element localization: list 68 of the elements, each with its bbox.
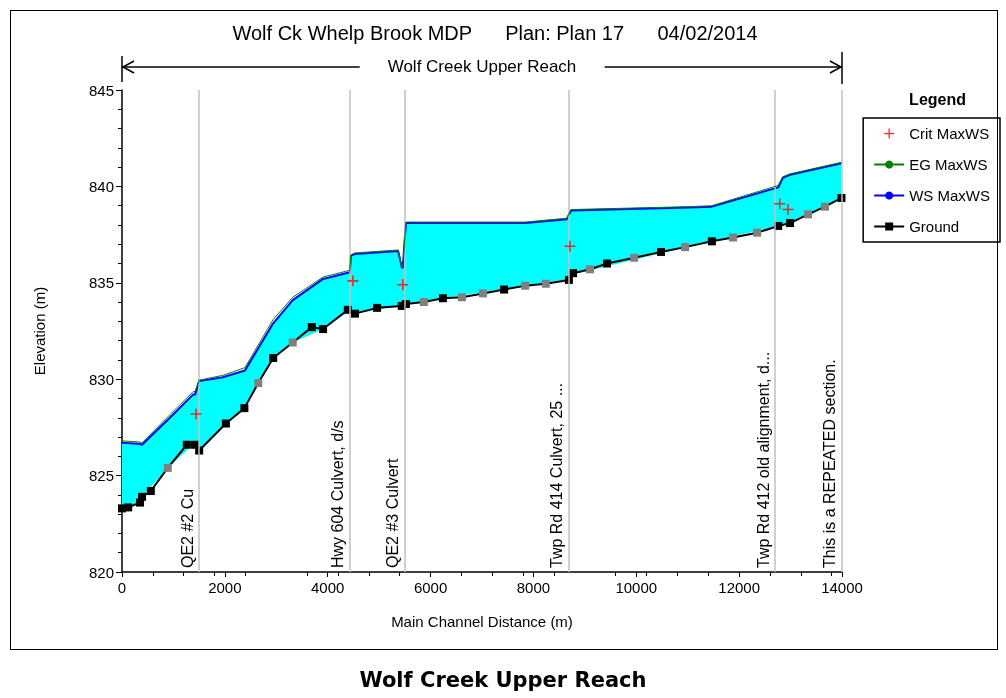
x-axis-title: Main Channel Distance (m) — [391, 613, 573, 630]
point — [350, 309, 359, 318]
point — [457, 293, 466, 302]
point — [786, 219, 795, 228]
point — [753, 228, 762, 237]
point — [586, 265, 594, 274]
legend-title: Legend — [909, 90, 966, 108]
point — [541, 279, 550, 288]
point — [240, 404, 249, 413]
x-tick-label: 0 — [117, 579, 127, 596]
point — [190, 408, 202, 420]
x-tick-label: 12000 — [718, 579, 760, 596]
text: Wolf Creek Upper Reach — [359, 57, 605, 77]
point — [681, 243, 690, 252]
point — [373, 303, 382, 312]
point — [564, 240, 576, 252]
point — [500, 285, 509, 294]
ref-line-label: This is a REPEATED section. — [820, 359, 838, 568]
point — [307, 323, 316, 332]
x-tick-label: 6000 — [413, 579, 448, 596]
point — [630, 253, 639, 262]
point — [221, 419, 230, 428]
point — [804, 210, 813, 219]
point — [728, 233, 737, 242]
ref-line-label: Hwy 604 Culvert, d/s — [328, 420, 346, 568]
point — [138, 492, 147, 501]
point — [479, 289, 488, 298]
point — [163, 463, 172, 472]
ref-line-label: Twp Rd 412 old alignment, d... — [754, 351, 772, 568]
legend-label: EG MaxWS — [909, 156, 988, 173]
point — [707, 237, 716, 246]
legend-label: WS MaxWS — [909, 187, 991, 204]
y-tick-label: 830 — [88, 370, 114, 388]
y-tick-label: 840 — [88, 177, 114, 195]
point — [419, 298, 428, 307]
ref-line-label: Twp Rd 414 Culvert, 25 ... — [547, 383, 565, 568]
text: Wolf Creek Upper Reach — [358, 668, 648, 692]
point — [774, 198, 786, 210]
point — [182, 440, 191, 449]
ref-line-label: QE2 #3 Culvert — [384, 458, 402, 568]
x-tick-label: 10000 — [615, 579, 658, 596]
point — [397, 279, 409, 291]
point — [254, 379, 263, 388]
point — [319, 325, 328, 334]
point — [821, 202, 830, 211]
point — [782, 204, 794, 216]
point — [438, 294, 447, 303]
legend-label: Ground — [909, 218, 960, 235]
x-tick-label: 4000 — [311, 579, 345, 596]
ref-line-label: QE2 #2 Cu — [178, 488, 196, 568]
point — [521, 281, 530, 290]
point — [602, 259, 611, 268]
point — [124, 503, 133, 512]
chart-title: Wolf Ck Whelp Brook MDP Plan: Plan 17 04/02/2014 — [232, 22, 758, 44]
y-tick-label: 845 — [88, 81, 114, 99]
y-tick-label: 820 — [88, 563, 114, 581]
point — [269, 353, 278, 362]
legend-label: Crit MaxWS — [909, 125, 990, 142]
point — [146, 487, 155, 496]
point — [288, 338, 297, 347]
y-tick-label: 835 — [88, 274, 114, 292]
x-tick-label: 14000 — [821, 579, 863, 596]
y-tick-label: 825 — [88, 467, 114, 485]
x-tick-label: 8000 — [516, 579, 551, 596]
point — [347, 275, 359, 287]
point — [656, 247, 665, 256]
x-tick-label: 2000 — [208, 579, 242, 596]
y-axis-title: Elevation (m) — [31, 286, 48, 376]
